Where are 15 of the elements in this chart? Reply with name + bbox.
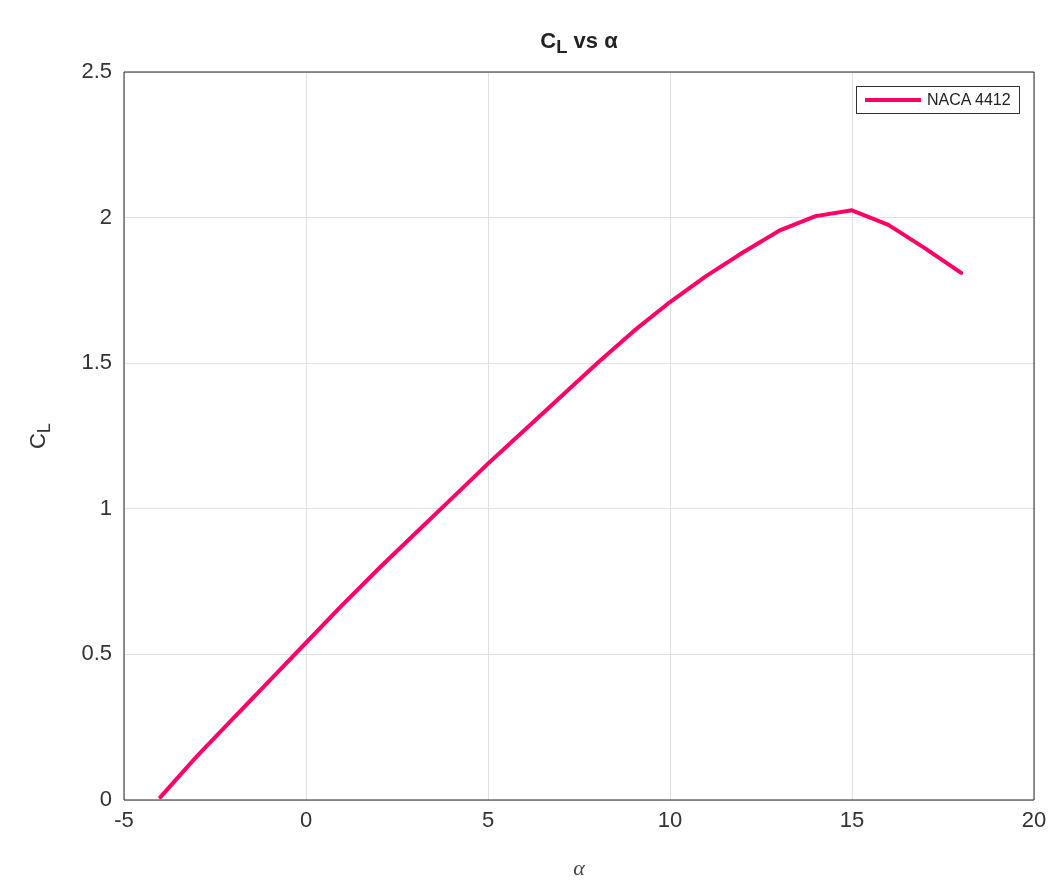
x-tick-label: -5 [114,807,134,833]
x-tick-label: 5 [481,807,495,833]
x-tick-label: 15 [839,807,865,833]
y-tick-label: 1 [99,494,112,520]
chart-title: C$_{L}$ vs α [540,28,618,59]
x-tick-label: 0 [299,807,313,833]
y-tick-label: 2.5 [81,58,112,84]
x-axis-title: α [573,855,585,881]
y-tick-label: 0.5 [81,640,112,666]
x-tick-label: 10 [657,807,683,833]
x-tick-label: 20 [1021,807,1047,833]
y-tick-label: 2 [99,203,112,229]
y-tick-label: 1.5 [81,349,112,375]
y-tick-label: 0 [99,786,112,812]
legend-label: NACA 4412 [927,91,1011,109]
